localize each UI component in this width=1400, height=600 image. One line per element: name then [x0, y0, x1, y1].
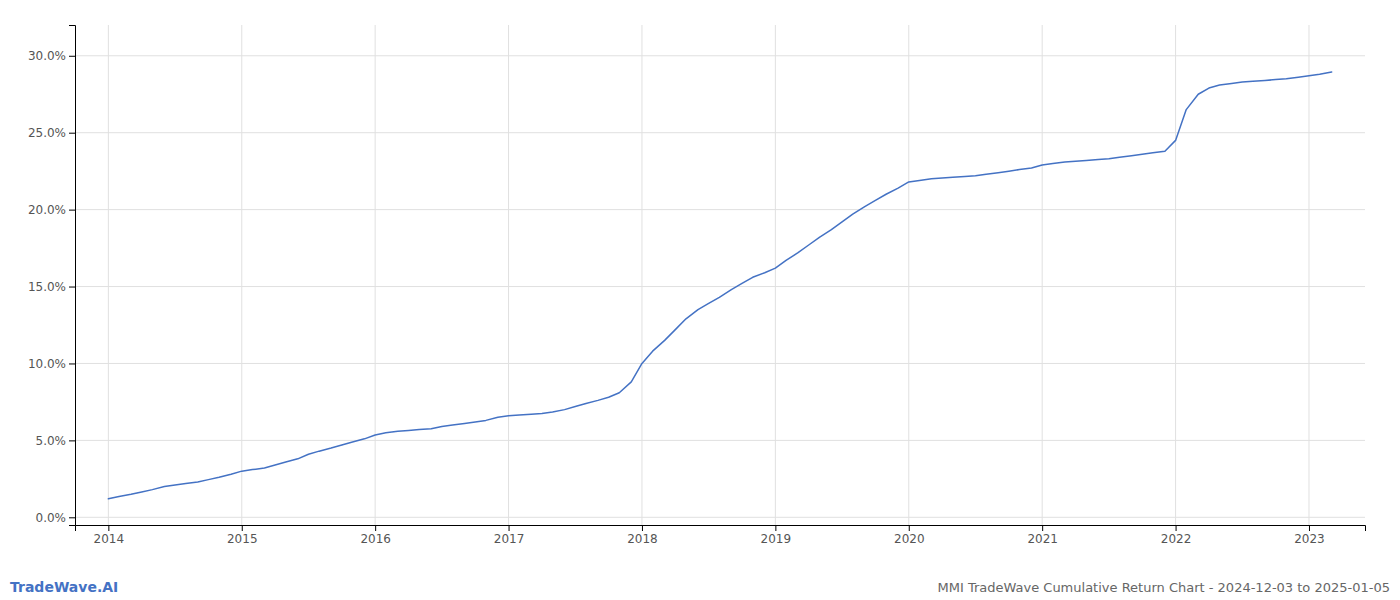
grid-line: [641, 25, 642, 525]
tick-mark: [69, 133, 75, 134]
tick-label: 0.0%: [36, 511, 67, 525]
tick-label: 25.0%: [28, 126, 66, 140]
tick: 10.0%: [28, 357, 75, 371]
grid-line: [508, 25, 509, 525]
tick-label: 30.0%: [28, 49, 66, 63]
axis-line: [76, 526, 1366, 532]
tick-mark: [69, 56, 75, 57]
grid-line: [75, 55, 1365, 56]
grid-line: [75, 132, 1365, 133]
grid-line: [241, 25, 242, 525]
tick: 2020: [894, 525, 925, 546]
tick: 0.0%: [36, 511, 76, 525]
tick: 2021: [1027, 525, 1058, 546]
tick: 2017: [494, 525, 525, 546]
tick-label: 2015: [227, 532, 258, 546]
tick-label: 2017: [494, 532, 525, 546]
tick-label: 2014: [94, 532, 125, 546]
tick: 5.0%: [36, 434, 76, 448]
tick-label: 2021: [1027, 532, 1058, 546]
grid-line: [1042, 25, 1043, 525]
grid-line: [1308, 25, 1309, 525]
tick-mark: [375, 525, 376, 531]
tick-label: 2016: [360, 532, 391, 546]
title: MMI TradeWave Cumulative Return Chart - …: [938, 580, 1391, 595]
line: [108, 72, 1331, 499]
tick-label: 2018: [627, 532, 658, 546]
grid-line: [375, 25, 376, 525]
tick-label: 2020: [894, 532, 925, 546]
tick: 2018: [627, 525, 658, 546]
grid: [75, 25, 1365, 525]
x-axis: 2014 2015 2016 2017 2018 2019 2020 2021 2022 2023: [76, 525, 1366, 546]
grid-line: [75, 286, 1365, 287]
tick-mark: [642, 525, 643, 531]
tick-mark: [1042, 525, 1043, 531]
grid-line: [775, 25, 776, 525]
tick-mark: [242, 525, 243, 531]
tick: 2023: [1294, 525, 1325, 546]
grid-line: [908, 25, 909, 525]
grid-line: [75, 517, 1365, 518]
tick-mark: [1176, 525, 1177, 531]
tick: 20.0%: [28, 203, 75, 217]
tick-label: 2022: [1161, 532, 1192, 546]
tick: 2014: [94, 525, 125, 546]
tick: 2015: [227, 525, 258, 546]
grid-line: [108, 25, 109, 525]
tick-label: 5.0%: [36, 434, 67, 448]
tick: 30.0%: [28, 49, 75, 63]
tick-mark: [1309, 525, 1310, 531]
watermark: TradeWave.AI: [10, 579, 118, 595]
grid-line: [1175, 25, 1176, 525]
tick-label: 10.0%: [28, 357, 66, 371]
tick: 15.0%: [28, 280, 75, 294]
tick-mark: [509, 525, 510, 531]
chart: 2014 2015 2016 2017 2018 2019 2020 2021 2022 2023…: [0, 0, 1400, 600]
grid-line: [75, 209, 1365, 210]
tick-label: 20.0%: [28, 203, 66, 217]
plot-area: [108, 72, 1331, 499]
tick-mark: [69, 440, 75, 441]
tick: 2016: [360, 525, 391, 546]
grid-line: [75, 440, 1365, 441]
tick: 25.0%: [28, 126, 75, 140]
tick-mark: [69, 210, 75, 211]
tick-mark: [69, 287, 75, 288]
tick-mark: [775, 525, 776, 531]
tick-label: 2023: [1294, 532, 1325, 546]
tick-mark: [108, 525, 109, 531]
tick-mark: [909, 525, 910, 531]
tick-label: 2019: [761, 532, 792, 546]
tick: 2019: [761, 525, 792, 546]
tick-mark: [69, 517, 75, 518]
tick: 2022: [1161, 525, 1192, 546]
y-axis: 0.0% 5.0% 10.0% 15.0% 20.0% 25.0% 30.0%: [28, 26, 76, 526]
axis-line: [69, 26, 76, 526]
tick-mark: [69, 363, 75, 364]
grid-line: [75, 363, 1365, 364]
tick-label: 15.0%: [28, 280, 66, 294]
